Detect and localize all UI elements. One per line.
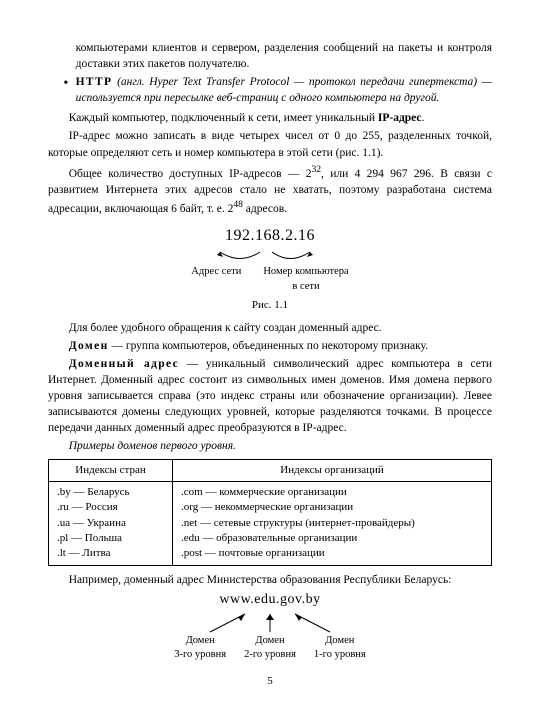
org-item: .org — некоммерческие организации bbox=[181, 500, 483, 515]
domain-diagram: www.edu.gov.by Домен 3-го уровня Домен 2… bbox=[48, 590, 492, 663]
http-label: HTTP bbox=[76, 76, 113, 88]
ip-diagram: 192.168.2.16 Адрес сети Номер компьютера… bbox=[48, 225, 492, 314]
ip-label-net: Адрес сети bbox=[191, 265, 241, 294]
ip-label-host-l2: в сети bbox=[292, 281, 319, 292]
examples-title: Примеры доменов первого уровня. bbox=[48, 438, 492, 454]
ip-value: 192.168.2.16 bbox=[48, 225, 492, 247]
page-number: 5 bbox=[48, 674, 492, 689]
domain-l2-b: 2-го уровня bbox=[244, 649, 296, 660]
country-item: .ua — Украина bbox=[57, 516, 164, 531]
domain-l1-b: 1-го уровня bbox=[314, 649, 366, 660]
domain-l1-a: Домен bbox=[325, 635, 354, 646]
domain-diagram-arrows bbox=[150, 610, 390, 636]
ip-label-host: Номер компьютера в сети bbox=[263, 265, 348, 294]
org-item: .net — сетевые структуры (интернет-прова… bbox=[181, 516, 483, 531]
domain-label-1: Домен 1-го уровня bbox=[314, 634, 366, 663]
th-countries: Индексы стран bbox=[49, 459, 173, 481]
org-item: .post — почтовые организации bbox=[181, 546, 483, 561]
table-row: .by — Беларусь .ru — Россия .ua — Украин… bbox=[49, 481, 492, 565]
p5a: Домен bbox=[69, 340, 109, 352]
p1b: IP-адрес bbox=[378, 112, 422, 124]
ip-label-host-l1: Номер компьютера bbox=[263, 266, 348, 277]
para-example: Например, доменный адрес Министерства об… bbox=[48, 572, 492, 588]
country-item: .ru — Россия bbox=[57, 500, 164, 515]
domain-label-2: Домен 2-го уровня bbox=[244, 634, 296, 663]
para-domain-intro: Для более удобного обращения к сайту соз… bbox=[48, 320, 492, 336]
domain-l3-b: 3-го уровня bbox=[174, 649, 226, 660]
ip-labels: Адрес сети Номер компьютера в сети bbox=[48, 265, 492, 294]
domain-table: Индексы стран Индексы организаций .by — … bbox=[48, 459, 492, 566]
p1a: Каждый компьютер, подключенный к сети, и… bbox=[69, 112, 378, 124]
domain-l2-a: Домен bbox=[255, 635, 284, 646]
intro-tail: компьютерами клиентов и сервером, раздел… bbox=[48, 40, 492, 72]
para-ip-format: IP-адрес можно записать в виде четырех ч… bbox=[48, 128, 492, 160]
domain-labels: Домен 3-го уровня Домен 2-го уровня Доме… bbox=[48, 634, 492, 663]
p3exp1: 32 bbox=[311, 164, 321, 175]
org-item: .com — коммерческие организации bbox=[181, 485, 483, 500]
p3exp2: 48 bbox=[233, 199, 243, 210]
para-domain-def: Домен — группа компьютеров, объединенных… bbox=[48, 338, 492, 354]
p3c: адресов. bbox=[243, 203, 287, 215]
fig-caption: Рис. 1.1 bbox=[48, 298, 492, 313]
p5b: — группа компьютеров, объединенных по не… bbox=[109, 340, 428, 352]
p3a: Общее количество доступных IP-адресов — … bbox=[69, 167, 312, 179]
http-text: (англ. Hyper Text Transfer Protocol — пр… bbox=[76, 76, 492, 104]
org-item: .edu — образовательные организации bbox=[181, 531, 483, 546]
cell-orgs: .com — коммерческие организации .org — н… bbox=[173, 481, 492, 565]
para-ip-count: Общее количество доступных IP-адресов — … bbox=[48, 163, 492, 217]
p6a: Доменный адрес bbox=[69, 358, 179, 370]
para-ip-unique: Каждый компьютер, подключенный к сети, и… bbox=[48, 110, 492, 126]
country-item: .by — Беларусь bbox=[57, 485, 164, 500]
page: компьютерами клиентов и сервером, раздел… bbox=[0, 0, 540, 703]
th-orgs: Индексы организаций bbox=[173, 459, 492, 481]
para-domain-addr: Доменный адрес — уникальный символически… bbox=[48, 356, 492, 436]
http-bullet: HTTP (англ. Hyper Text Transfer Protocol… bbox=[48, 74, 492, 106]
p1c: . bbox=[422, 112, 425, 124]
domain-value: www.edu.gov.by bbox=[48, 590, 492, 610]
ip-diagram-arrows bbox=[160, 247, 380, 267]
domain-label-3: Домен 3-го уровня bbox=[174, 634, 226, 663]
domain-l3-a: Домен bbox=[186, 635, 215, 646]
country-item: .pl — Польша bbox=[57, 531, 164, 546]
cell-countries: .by — Беларусь .ru — Россия .ua — Украин… bbox=[49, 481, 173, 565]
country-item: .lt — Литва bbox=[57, 546, 164, 561]
table-header-row: Индексы стран Индексы организаций bbox=[49, 459, 492, 481]
